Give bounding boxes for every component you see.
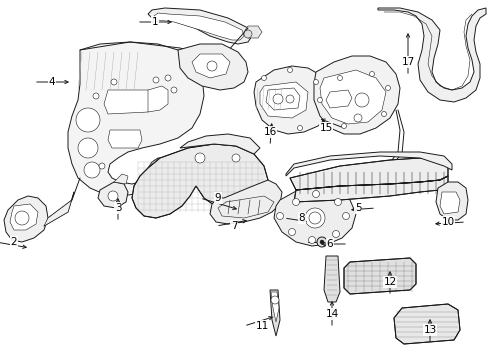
- Text: 1: 1: [151, 17, 158, 27]
- Circle shape: [285, 95, 293, 103]
- Text: 3: 3: [115, 203, 121, 213]
- Circle shape: [288, 229, 295, 235]
- Circle shape: [292, 198, 299, 206]
- Circle shape: [15, 211, 29, 225]
- Polygon shape: [285, 152, 451, 176]
- Polygon shape: [313, 56, 399, 134]
- Polygon shape: [104, 90, 152, 114]
- Circle shape: [195, 153, 204, 163]
- Polygon shape: [154, 13, 244, 40]
- Polygon shape: [44, 192, 74, 226]
- Text: 15: 15: [319, 123, 332, 133]
- Text: 12: 12: [383, 277, 396, 287]
- Circle shape: [206, 61, 217, 71]
- Polygon shape: [114, 174, 128, 184]
- Circle shape: [341, 123, 346, 129]
- Text: 9: 9: [214, 193, 221, 203]
- Polygon shape: [289, 158, 447, 202]
- Text: 10: 10: [441, 217, 454, 227]
- Circle shape: [270, 296, 279, 304]
- Circle shape: [164, 75, 171, 81]
- Circle shape: [342, 212, 349, 220]
- Circle shape: [153, 77, 159, 83]
- Circle shape: [287, 68, 292, 72]
- Circle shape: [308, 212, 320, 224]
- Polygon shape: [108, 130, 142, 148]
- Circle shape: [369, 72, 374, 77]
- Polygon shape: [325, 90, 351, 108]
- Circle shape: [354, 93, 368, 107]
- Polygon shape: [253, 66, 331, 134]
- Circle shape: [332, 230, 339, 238]
- Polygon shape: [98, 182, 128, 208]
- Circle shape: [272, 94, 283, 104]
- Text: 7: 7: [230, 221, 237, 231]
- Circle shape: [261, 76, 266, 81]
- Polygon shape: [192, 54, 229, 78]
- Polygon shape: [244, 26, 262, 38]
- Polygon shape: [178, 44, 247, 90]
- Circle shape: [353, 114, 361, 122]
- Circle shape: [78, 138, 98, 158]
- Circle shape: [93, 93, 99, 99]
- Polygon shape: [435, 182, 467, 220]
- Text: 6: 6: [326, 239, 333, 249]
- Polygon shape: [319, 70, 385, 124]
- Polygon shape: [439, 192, 459, 214]
- Circle shape: [231, 154, 240, 162]
- Circle shape: [312, 190, 319, 198]
- Text: 17: 17: [401, 57, 414, 67]
- Polygon shape: [393, 304, 459, 344]
- Polygon shape: [270, 292, 279, 322]
- Circle shape: [308, 237, 315, 243]
- Circle shape: [385, 85, 390, 90]
- Polygon shape: [377, 8, 485, 102]
- Circle shape: [305, 208, 325, 228]
- Polygon shape: [324, 256, 339, 302]
- Polygon shape: [10, 204, 38, 230]
- Circle shape: [297, 126, 302, 130]
- Polygon shape: [148, 8, 251, 44]
- Polygon shape: [260, 82, 307, 118]
- Circle shape: [317, 98, 322, 103]
- Polygon shape: [269, 290, 280, 336]
- Polygon shape: [180, 134, 260, 154]
- Text: 14: 14: [325, 309, 338, 319]
- Polygon shape: [273, 188, 355, 246]
- Circle shape: [316, 237, 326, 247]
- Circle shape: [108, 191, 118, 201]
- Circle shape: [334, 198, 341, 206]
- Polygon shape: [132, 144, 267, 218]
- Text: 4: 4: [49, 77, 55, 87]
- Polygon shape: [343, 258, 415, 294]
- Circle shape: [381, 112, 386, 117]
- Text: 13: 13: [423, 325, 436, 335]
- Circle shape: [84, 162, 100, 178]
- Circle shape: [171, 87, 177, 93]
- Circle shape: [313, 80, 318, 85]
- Text: 2: 2: [11, 237, 17, 247]
- Text: 11: 11: [255, 321, 268, 331]
- Polygon shape: [265, 88, 299, 110]
- Polygon shape: [68, 42, 203, 196]
- Circle shape: [337, 76, 342, 81]
- Circle shape: [99, 163, 105, 169]
- Circle shape: [111, 79, 117, 85]
- Circle shape: [319, 240, 324, 244]
- Polygon shape: [209, 180, 282, 224]
- Circle shape: [276, 212, 283, 220]
- Circle shape: [244, 30, 251, 38]
- Text: 5: 5: [354, 203, 361, 213]
- Text: 8: 8: [298, 213, 305, 223]
- Circle shape: [76, 108, 100, 132]
- Polygon shape: [148, 86, 168, 112]
- Text: 16: 16: [263, 127, 276, 137]
- Polygon shape: [4, 196, 48, 242]
